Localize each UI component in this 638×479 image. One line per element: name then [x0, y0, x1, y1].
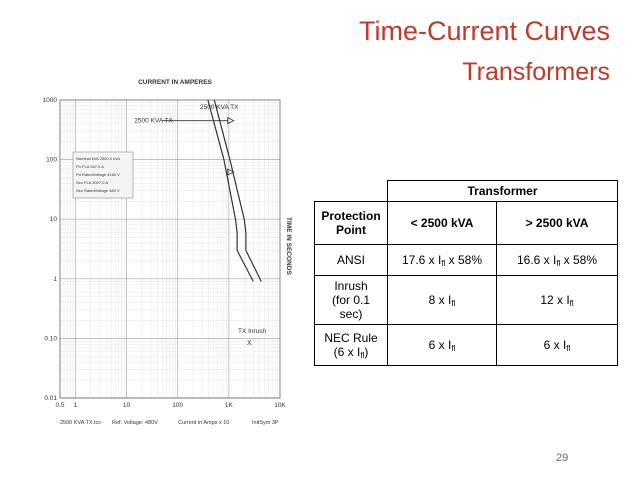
y-axis-label: TIME IN SECONDS [285, 217, 292, 275]
curve-label-top: 2500 KVA TX [200, 104, 239, 111]
time-current-chart: CURRENT IN AMPERES 0.5 1 10 100 1K 10K 100010… [43, 79, 292, 426]
x-tick-label: 10 [123, 402, 131, 409]
chart-top-label: CURRENT IN AMPERES [138, 79, 212, 86]
svg-text:InitSym 3P: InitSym 3P [252, 420, 279, 426]
row-label-ansi: ANSI [314, 244, 388, 276]
curve-layer [207, 99, 262, 282]
table-cell: 6 x Ifl [496, 324, 618, 366]
x-tick-label: 1K [225, 402, 234, 409]
info-line: Sec RatedVoltage 480 V [76, 188, 120, 193]
row-header-label: Protection Point [314, 201, 388, 245]
col-header-gt-2500: > 2500 kVA [496, 201, 618, 245]
y-tick-label: 1 [53, 276, 57, 283]
marker-layer: 2500 KVA TX [134, 117, 235, 176]
table-row: NEC Rule (6 x Ifl) 6 x Ifl 6 x Ifl [314, 324, 618, 366]
plot-frame [59, 99, 281, 399]
x-tick-label: 0.5 [55, 402, 64, 409]
x-tick-label: 100 [172, 402, 183, 409]
chart-grid [59, 100, 280, 399]
table-cell: 6 x Ifl [387, 324, 497, 366]
col-header-lt-2500: < 2500 kVA [387, 201, 497, 245]
table-cell: 12 x Ifl [496, 275, 618, 325]
marker-arrow [227, 168, 235, 176]
table-row: ANSI 17.6 x Ifl x 58% 16.6 x Ifl x 58% [314, 244, 618, 276]
slide-title: Time-Current Curves [358, 16, 610, 46]
y-tick-label: 0.01 [44, 395, 57, 402]
inrush-marker: X [247, 340, 252, 347]
page-number: 29 [556, 452, 569, 464]
tcc-curve [213, 99, 262, 282]
chart-footer: 2500 KVA TX.tcc Ref. Voltage: 480V Curre… [60, 420, 279, 426]
svg-text:2500 KVA TX.tcc: 2500 KVA TX.tcc [60, 420, 101, 426]
svg-text:Ref. Voltage: 480V: Ref. Voltage: 480V [112, 420, 158, 426]
table-row: Inrush (for 0.1 sec) 8 x Ifl 12 x Ifl [314, 275, 618, 325]
info-line: Sec FLA 3007.0 A [76, 180, 108, 185]
table-group-header: Transformer [387, 180, 618, 202]
transformer-table: Transformer Protection Point < 2500 kVA … [314, 180, 618, 366]
info-line: Nominal kVA 2500.0 kVA [76, 156, 120, 161]
x-tick-label: 10K [274, 402, 286, 409]
row-label-inrush: Inrush (for 0.1 sec) [314, 275, 388, 325]
row-label-nec: NEC Rule (6 x Ifl) [314, 324, 388, 366]
info-line: Pri RatedVoltage 4160 V [76, 172, 120, 177]
svg-text:Current in Amps x 10: Current in Amps x 10 [178, 420, 229, 426]
table-cell: 8 x Ifl [387, 275, 497, 325]
y-tick-labels: 1000 100 10 1 0.10 0.01 [43, 97, 58, 402]
tcc-curve [207, 99, 254, 282]
y-tick-label: 1000 [43, 97, 58, 104]
y-tick-label: 100 [46, 157, 57, 164]
table-cell: 17.6 x Ifl x 58% [387, 244, 497, 276]
info-box: Nominal kVA 2500.0 kVA Pri FLA 347.0 A P… [72, 151, 134, 199]
x-tick-label: 1 [74, 402, 78, 409]
x-tick-labels: 0.5 1 10 100 1K 10K [55, 402, 286, 409]
marker-arrow [227, 117, 235, 125]
info-line: Pri FLA 347.0 A [76, 164, 104, 169]
slide-subtitle: Transformers [462, 58, 610, 86]
marker-label: 2500 KVA TX [134, 118, 173, 125]
y-tick-label: 10 [50, 216, 58, 223]
y-tick-label: 0.10 [44, 335, 57, 342]
inrush-label: TX Inrush [238, 328, 267, 335]
table-corner [314, 180, 388, 202]
table-cell: 16.6 x Ifl x 58% [496, 244, 618, 276]
